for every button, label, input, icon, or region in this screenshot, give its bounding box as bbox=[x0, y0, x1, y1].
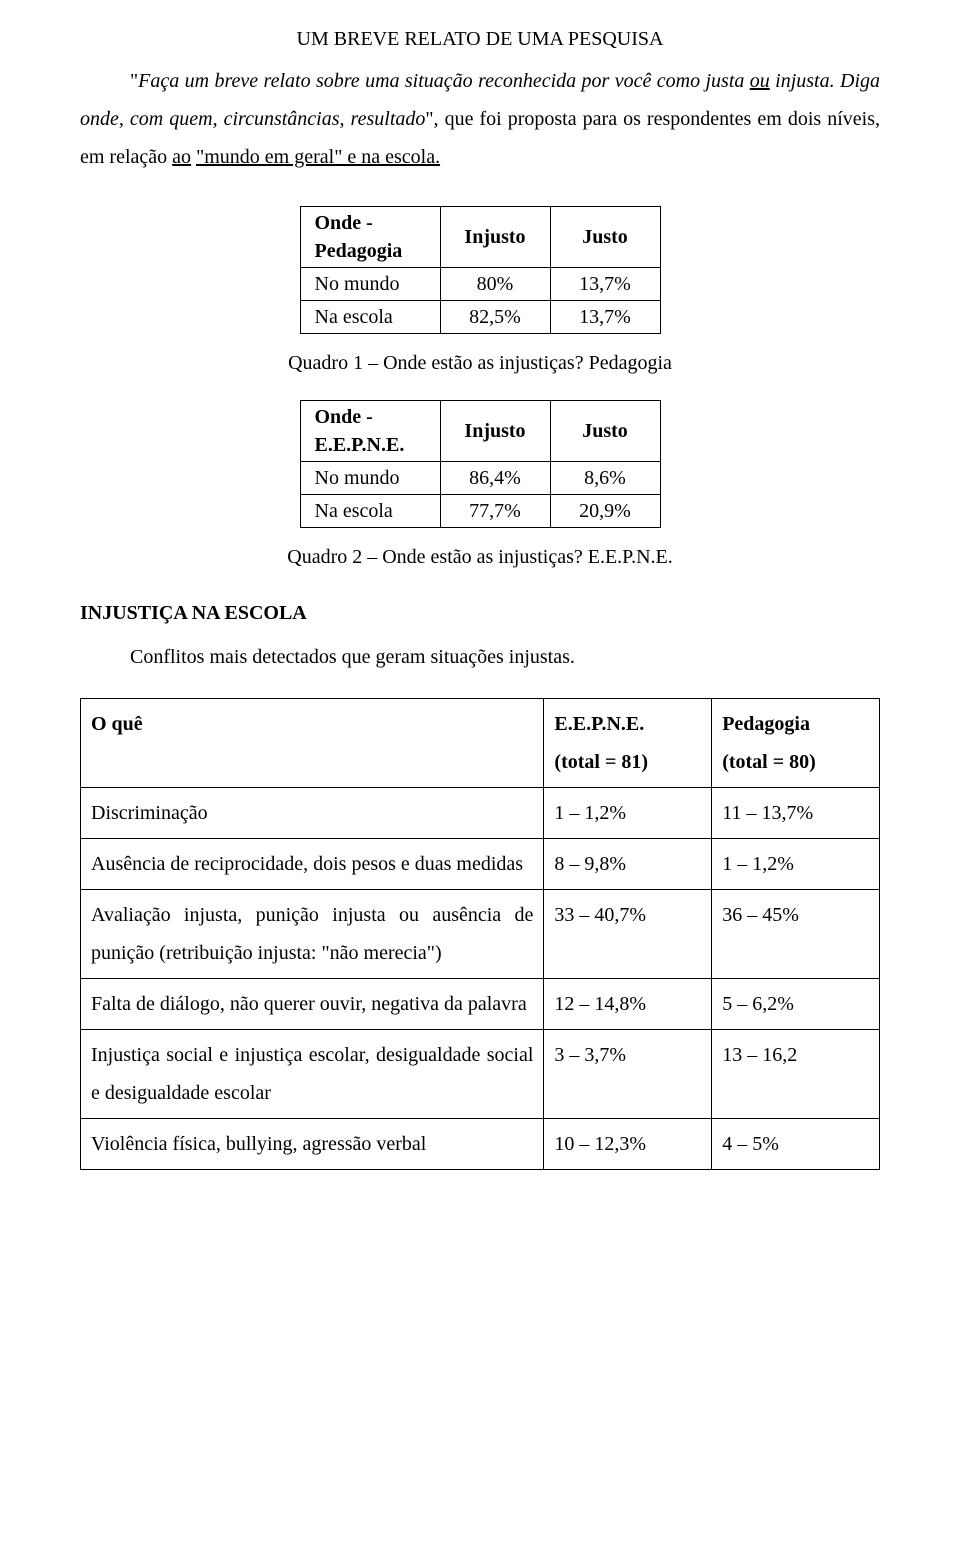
t2-head-left: Onde - E.E.P.N.E. bbox=[300, 401, 440, 462]
t2-head-inj: Injusto bbox=[440, 401, 550, 462]
big-h2a: E.E.P.N.E. bbox=[554, 713, 644, 735]
t2-r2-jus: 20,9% bbox=[550, 495, 660, 528]
t2-r2-label: Na escola bbox=[300, 495, 440, 528]
row-label: Violência física, bullying, agressão ver… bbox=[81, 1119, 544, 1170]
table-conflitos: O quê E.E.P.N.E. (total = 81) Pedagogia … bbox=[80, 698, 880, 1170]
row-eepne: 12 – 14,8% bbox=[544, 979, 712, 1030]
t1-r1-label: No mundo bbox=[300, 268, 440, 301]
table-pedagogia: Onde - Pedagogia Injusto Justo No mundo … bbox=[300, 206, 661, 334]
t1-r2-inj: 82,5% bbox=[440, 301, 550, 334]
t1-r1-inj: 80% bbox=[440, 268, 550, 301]
table-row: Ausência de reciprocidade, dois pesos e … bbox=[81, 839, 880, 890]
big-h3b: (total = 80) bbox=[722, 751, 816, 773]
row-pedagogia: 13 – 16,2 bbox=[712, 1030, 880, 1119]
intro-q2a: como justa bbox=[657, 70, 750, 92]
row-pedagogia: 4 – 5% bbox=[712, 1119, 880, 1170]
t2-r1-label: No mundo bbox=[300, 462, 440, 495]
table-row: Discriminação1 – 1,2%11 – 13,7% bbox=[81, 788, 880, 839]
table-eepne: Onde - E.E.P.N.E. Injusto Justo No mundo… bbox=[300, 400, 661, 528]
section-subtext: Conflitos mais detectados que geram situ… bbox=[80, 638, 880, 676]
row-pedagogia: 5 – 6,2% bbox=[712, 979, 880, 1030]
row-label: Injustiça social e injustiça escolar, de… bbox=[81, 1030, 544, 1119]
big-h2: E.E.P.N.E. (total = 81) bbox=[544, 699, 712, 788]
intro-tail-u1: ao bbox=[172, 146, 191, 168]
t1-r1-jus: 13,7% bbox=[550, 268, 660, 301]
big-h1: O quê bbox=[81, 699, 544, 788]
intro-q2b: ou bbox=[750, 70, 770, 92]
t2-caption: Quadro 2 – Onde estão as injustiças? E.E… bbox=[80, 538, 880, 576]
row-pedagogia: 36 – 45% bbox=[712, 890, 880, 979]
t2-r2-inj: 77,7% bbox=[440, 495, 550, 528]
row-eepne: 8 – 9,8% bbox=[544, 839, 712, 890]
big-h3: Pedagogia (total = 80) bbox=[712, 699, 880, 788]
intro-q2c: injusta. bbox=[770, 70, 835, 92]
t1-head-jus: Justo bbox=[550, 207, 660, 268]
intro-q1: Faça um breve relato sobre uma situação … bbox=[138, 70, 657, 92]
t2-head-jus: Justo bbox=[550, 401, 660, 462]
row-pedagogia: 1 – 1,2% bbox=[712, 839, 880, 890]
t1-head-left: Onde - Pedagogia bbox=[300, 207, 440, 268]
t2-r1-jus: 8,6% bbox=[550, 462, 660, 495]
row-label: Ausência de reciprocidade, dois pesos e … bbox=[81, 839, 544, 890]
big-h2b: (total = 81) bbox=[554, 751, 648, 773]
row-eepne: 3 – 3,7% bbox=[544, 1030, 712, 1119]
big-h3a: Pedagogia bbox=[722, 713, 810, 735]
row-eepne: 33 – 40,7% bbox=[544, 890, 712, 979]
t1-r2-label: Na escola bbox=[300, 301, 440, 334]
row-pedagogia: 11 – 13,7% bbox=[712, 788, 880, 839]
section-heading: INJUSTIÇA NA ESCOLA bbox=[80, 594, 880, 632]
intro-tail-u2: "mundo em geral" e na escola. bbox=[196, 146, 440, 168]
row-label: Avaliação injusta, punição injusta ou au… bbox=[81, 890, 544, 979]
row-eepne: 10 – 12,3% bbox=[544, 1119, 712, 1170]
table-row: Injustiça social e injustiça escolar, de… bbox=[81, 1030, 880, 1119]
page-title: UM BREVE RELATO DE UMA PESQUISA bbox=[80, 20, 880, 58]
quote-close: ", bbox=[425, 108, 438, 130]
row-eepne: 1 – 1,2% bbox=[544, 788, 712, 839]
table-row: Falta de diálogo, não querer ouvir, nega… bbox=[81, 979, 880, 1030]
t1-r2-jus: 13,7% bbox=[550, 301, 660, 334]
intro-paragraph: "Faça um breve relato sobre uma situação… bbox=[80, 62, 880, 176]
t2-r1-inj: 86,4% bbox=[440, 462, 550, 495]
table-row: Violência física, bullying, agressão ver… bbox=[81, 1119, 880, 1170]
t1-head-inj: Injusto bbox=[440, 207, 550, 268]
row-label: Discriminação bbox=[81, 788, 544, 839]
t1-caption: Quadro 1 – Onde estão as injustiças? Ped… bbox=[80, 344, 880, 382]
table-row: Avaliação injusta, punição injusta ou au… bbox=[81, 890, 880, 979]
row-label: Falta de diálogo, não querer ouvir, nega… bbox=[81, 979, 544, 1030]
quote-open: " bbox=[130, 70, 138, 92]
